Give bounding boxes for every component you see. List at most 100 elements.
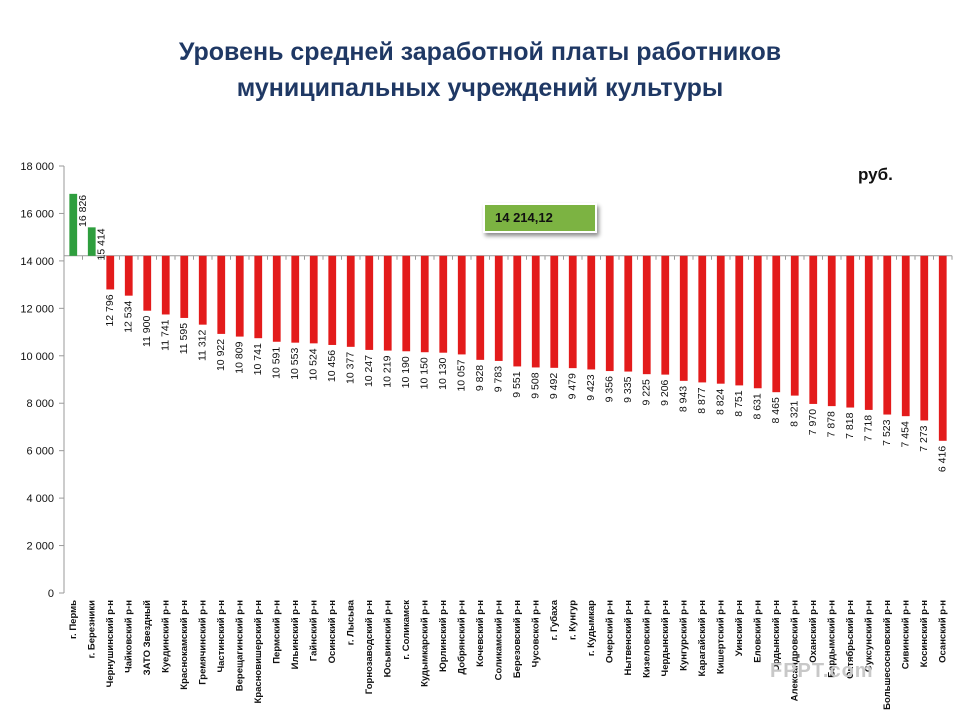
value-label: 11 312 — [197, 330, 209, 361]
bar — [309, 255, 318, 344]
bar — [365, 255, 374, 350]
category-label: Кизеловский р-н — [641, 600, 652, 678]
bar — [494, 255, 503, 361]
value-label: 8 751 — [733, 390, 745, 416]
value-label: 10 922 — [215, 339, 227, 371]
chart-bars — [69, 193, 947, 441]
value-label: 10 809 — [234, 341, 246, 373]
category-label: Оханский р-н — [808, 600, 819, 663]
category-label: Бардымский р-н — [826, 600, 837, 678]
value-label: 10 456 — [326, 350, 338, 382]
category-label: г. Соликамск — [401, 600, 412, 660]
bar — [938, 255, 947, 441]
category-label: Чердынский р-н — [660, 600, 671, 677]
bar — [827, 255, 836, 407]
category-label: г. Кунгур — [567, 600, 578, 640]
value-label: 7 273 — [918, 425, 930, 451]
value-label: 7 878 — [826, 411, 838, 437]
value-label: 6 416 — [937, 446, 949, 472]
bar — [180, 255, 189, 318]
bar — [883, 255, 892, 415]
value-label: 9 551 — [511, 371, 523, 397]
chart-title-line-1: Уровень средней заработной платы работни… — [178, 38, 782, 66]
category-label: Пермский р-н — [271, 600, 282, 664]
value-label: 8 465 — [770, 397, 782, 423]
value-label: 10 219 — [382, 355, 394, 387]
y-tick-label: 2 000 — [26, 541, 54, 553]
bar — [328, 255, 337, 345]
category-label: Куединский р-н — [160, 600, 171, 673]
chart-value-labels: 16 826 15 414 12 796 12 534 11 900 11 741 11 5… — [77, 195, 949, 472]
value-label: 9 508 — [530, 372, 542, 398]
category-label: Гайнский р-н — [308, 600, 319, 661]
category-label: Краснокамский р-н — [179, 600, 190, 690]
y-tick-label: 0 — [48, 588, 54, 600]
category-label: Юрлинский р-н — [438, 600, 449, 672]
value-label: 9 783 — [493, 366, 505, 392]
category-label: Еловский р-н — [752, 600, 763, 663]
value-label: 8 824 — [715, 389, 727, 415]
value-label: 11 595 — [178, 323, 190, 354]
category-label: Очерский р-н — [604, 600, 615, 663]
bar — [679, 255, 688, 381]
watermark: FPPT.com — [770, 660, 874, 682]
category-label: Суксунский р-н — [863, 600, 874, 672]
y-tick-label: 14 000 — [20, 256, 54, 268]
value-label: 10 130 — [437, 358, 449, 390]
category-label: Красновишерский р-н — [253, 600, 264, 704]
category-label: г. Кудымкар — [586, 600, 597, 656]
y-tick-label: 6 000 — [26, 446, 54, 458]
category-label: Ильинский р-н — [290, 600, 301, 670]
category-label: Кудымкарский р-н — [419, 600, 430, 687]
chart-category-labels: г. Пермь г. Березники Чернушинский р-н Чайк… — [68, 599, 949, 710]
y-tick-label: 18 000 — [20, 161, 54, 173]
category-label: Осинский р-н — [327, 600, 338, 664]
category-label: Горнозаводский р-н — [364, 600, 375, 694]
value-label: 7 523 — [881, 419, 893, 445]
category-label: Октябрьский р-н — [845, 600, 856, 679]
bar — [809, 255, 818, 404]
category-label: Добрянский р-н — [456, 600, 467, 675]
bar — [124, 255, 133, 296]
category-label: Карагайский р-н — [697, 600, 708, 677]
bar — [642, 255, 651, 375]
value-label: 10 190 — [400, 356, 412, 388]
bar — [587, 255, 596, 370]
chart-title: Уровень средней заработной платы работни… — [0, 34, 960, 106]
y-tick-label: 8 000 — [26, 398, 54, 410]
bar — [143, 255, 152, 311]
category-label: Чайковский р-н — [123, 600, 134, 673]
value-label: 9 206 — [659, 379, 671, 405]
value-label: 9 356 — [604, 376, 616, 402]
category-label: Уинский р-н — [734, 600, 745, 656]
bar — [402, 255, 411, 352]
category-label: Кочевский р-н — [475, 600, 486, 667]
value-label: 10 377 — [345, 352, 357, 384]
value-label: 9 225 — [641, 379, 653, 405]
unit-label: руб. — [858, 165, 893, 184]
category-label: Чернушинский р-н — [105, 600, 116, 688]
bar — [383, 255, 392, 351]
bar — [254, 255, 263, 339]
category-label: Большесосновский р-н — [882, 600, 893, 710]
value-label: 9 492 — [548, 373, 560, 399]
value-label: 9 479 — [567, 373, 579, 399]
category-label: Березовский р-н — [512, 600, 523, 678]
bar — [457, 255, 466, 355]
bar — [272, 255, 281, 342]
bar — [753, 255, 762, 389]
value-label: 9 335 — [622, 376, 634, 402]
bar — [624, 255, 633, 372]
category-label: Ордынский р-н — [771, 600, 782, 672]
value-label: 8 321 — [789, 400, 801, 426]
category-label: г. Березники — [86, 600, 97, 659]
category-label: Осанский р-н — [937, 600, 948, 663]
chart-axes: 0 2 000 4 000 6 000 8 000 10 000 12 000 14 000 1… — [20, 161, 953, 600]
bar — [772, 255, 781, 393]
category-label: Верещагинский р-н — [234, 600, 245, 692]
value-label: 10 057 — [456, 359, 468, 391]
bar — [161, 255, 170, 315]
bar — [291, 255, 300, 343]
bar — [346, 255, 355, 347]
category-label: Чусовской р-н — [530, 600, 541, 668]
